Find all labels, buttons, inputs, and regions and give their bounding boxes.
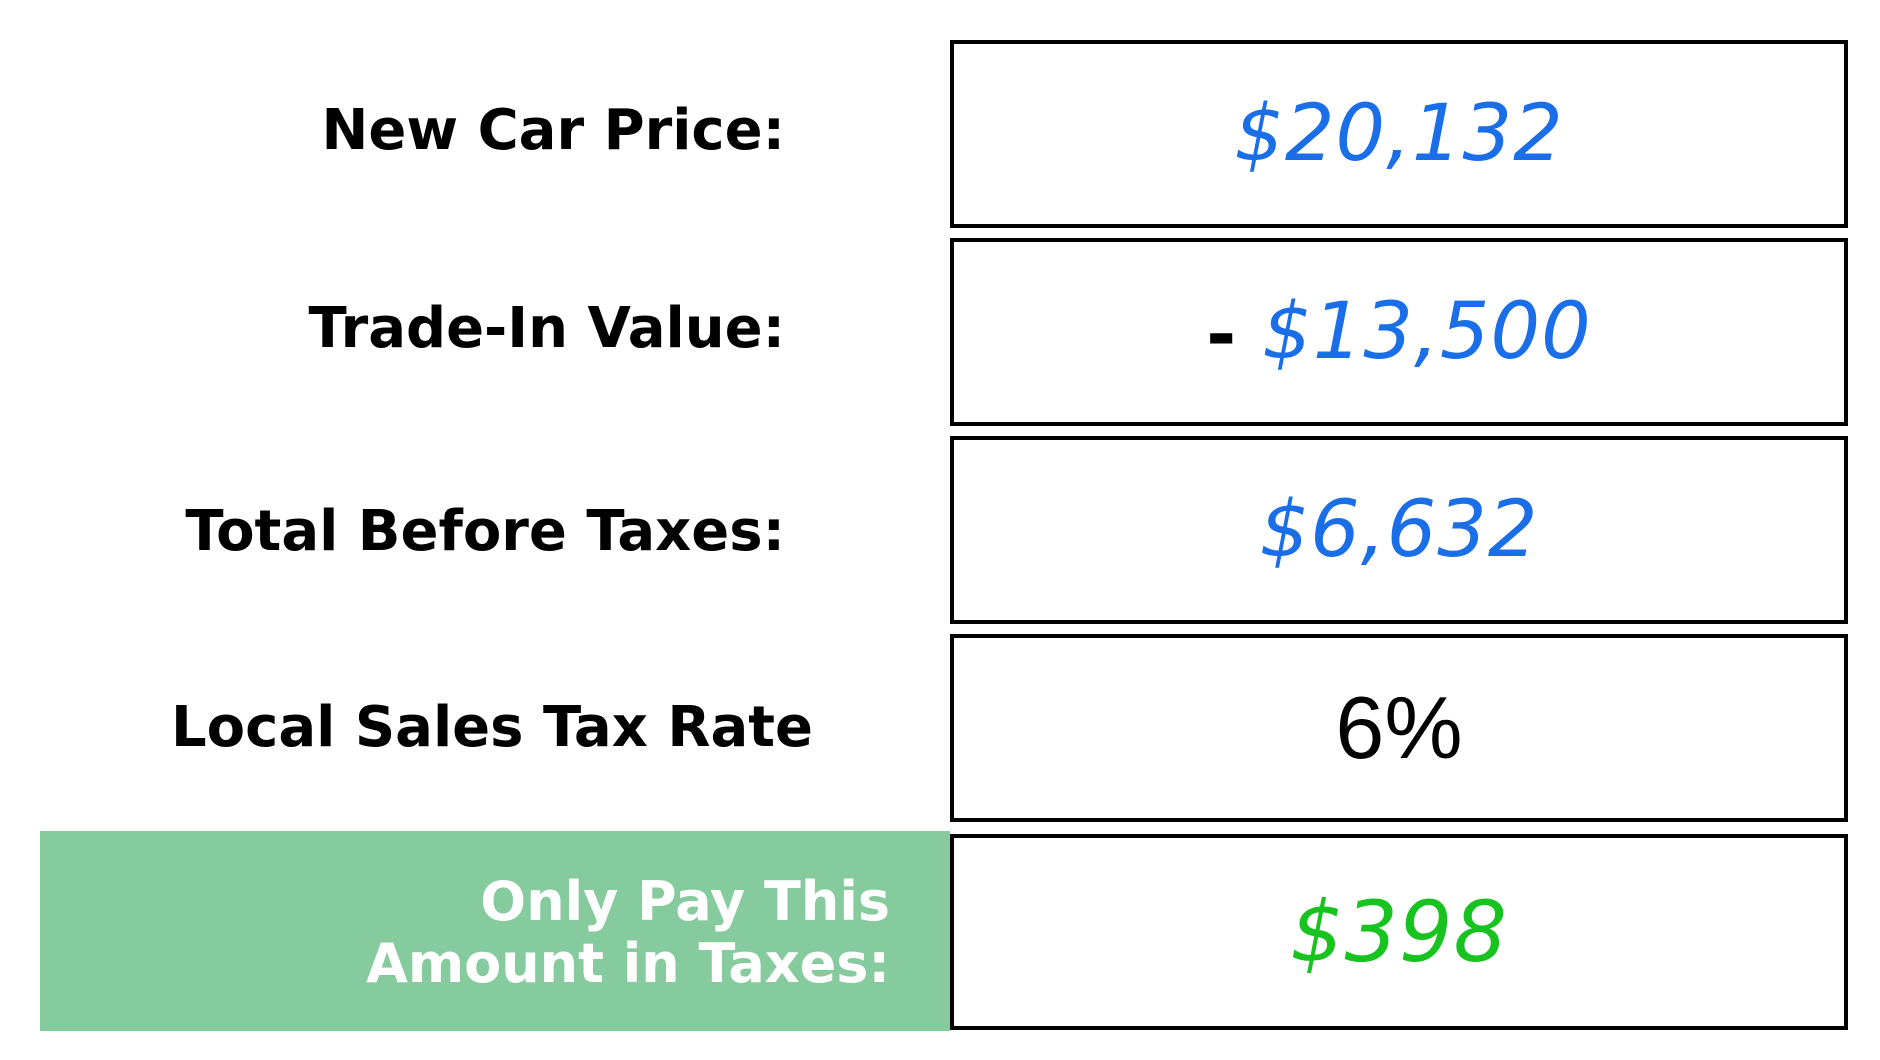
tax-amount-box: $398 [950,834,1848,1030]
local-sales-tax-rate-label: Local Sales Tax Rate [170,695,813,760]
result-label: Only Pay This Amount in Taxes: [366,871,890,995]
local-sales-tax-rate-value: 6% [1335,678,1463,777]
result-label-panel: Only Pay This Amount in Taxes: [40,831,950,1031]
minus-sign: - [1206,292,1237,376]
trade-in-value-value: $13,500 [1262,287,1592,377]
total-before-taxes-label: Total Before Taxes: [185,499,785,564]
result-label-line1: Only Pay This [480,870,890,933]
total-before-taxes-value: $6,632 [1259,485,1539,575]
tax-amount-value: $398 [1290,883,1508,981]
total-before-taxes-box: $6,632 [950,436,1848,624]
new-car-price-value: $20,132 [1234,89,1564,179]
trade-in-value-label: Trade-In Value: [308,296,785,361]
local-sales-tax-rate-box: 6% [950,634,1848,822]
result-label-line2: Amount in Taxes: [366,932,890,995]
new-car-price-label: New Car Price: [321,98,785,163]
new-car-price-box: $20,132 [950,40,1848,228]
trade-in-value-box: - $13,500 [950,238,1848,426]
